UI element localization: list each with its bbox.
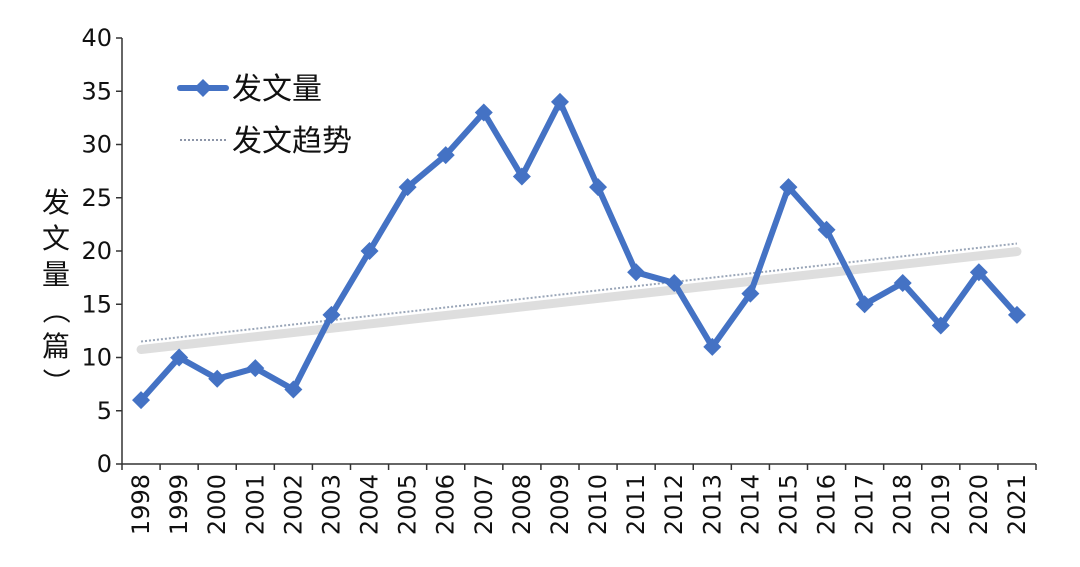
x-tick-label: 2012 [660,474,688,535]
main-series [132,92,1026,410]
legend-item-trend: 发文趋势 [180,124,352,159]
y-tick-label: 20 [81,237,112,265]
y-tick-label: 30 [81,131,112,159]
data-point-diamond [665,273,684,292]
y-tick-label: 25 [81,184,112,212]
x-tick-label: 2018 [889,474,917,535]
x-tick-label: 2014 [736,474,764,535]
x-ticks: 1998 1999 2000 2001 2002 2003 2004 2005 2006 2007… [121,464,1037,535]
x-tick-label: 2003 [317,474,345,535]
x-tick-label: 2007 [470,474,498,535]
y-ticks: 0 5 10 15 20 25 30 35 40 [81,24,122,478]
y-tick-label: 40 [81,24,112,52]
x-tick-label: 2013 [698,474,726,535]
x-tick-label: 2009 [546,474,574,535]
data-point-diamond [246,359,265,378]
x-tick-label: 2006 [432,474,460,535]
x-tick-label: 1999 [165,474,193,535]
data-point-diamond [208,369,227,388]
data-point-diamond [931,316,950,335]
data-point-diamond [1007,305,1026,324]
data-point-diamond [360,242,379,260]
x-tick-label: 2015 [774,474,802,535]
data-point-diamond [512,167,531,186]
data-point-diamond [398,178,417,197]
legend-item-main: 发文量 [177,72,322,107]
data-point-diamond [893,273,912,292]
data-point-diamond [627,263,646,282]
x-tick-label: 2020 [965,474,993,535]
y-tick-label: 35 [81,77,112,105]
legend-main-diamond-marker [194,79,212,97]
x-tick-label: 2001 [241,474,269,535]
data-point-diamond [779,178,798,197]
series-line [138,98,1020,404]
trend-line [140,242,1018,343]
x-tick-label: 2016 [813,474,841,535]
x-tick-label: 2004 [356,474,384,535]
legend: 发文量 发文趋势 [177,72,352,159]
y-axis-label-char: ） [39,368,72,396]
y-axis-label-char: 发 [42,186,70,219]
legend-main-label: 发文量 [232,72,322,107]
data-point-diamond [284,380,303,399]
trend-shadow-band [136,247,1022,355]
data-point-diamond [817,220,836,239]
y-tick-label: 15 [81,290,112,318]
trend-series [136,242,1022,355]
data-point-diamond [855,295,874,314]
data-point-diamond [322,305,341,324]
y-tick-label: 5 [97,397,112,425]
y-axis-label-char: 文 [42,222,70,255]
data-point-diamond [170,348,189,367]
x-tick-label: 2019 [927,474,955,535]
data-point-diamond [474,103,493,122]
y-tick-label: 0 [97,450,112,478]
x-tick-label: 2005 [394,474,422,535]
data-point-diamond [436,146,455,165]
x-tick-label: 2011 [622,474,650,535]
data-point-diamond [550,92,569,111]
x-tick-label: 2021 [1003,474,1031,535]
x-tick-label: 2002 [279,474,307,535]
legend-trend-label: 发文趋势 [232,124,352,159]
y-axis-label: 发文量 （ 篇 ） [39,186,72,396]
y-axis-label-char: 篇 [42,330,70,363]
data-point-diamond [132,391,151,410]
data-point-diamond [741,284,760,303]
x-tick-label: 1998 [127,474,155,535]
y-axis-label-char: 量 [42,258,70,291]
x-tick-label: 2017 [851,474,879,535]
x-tick-label: 2010 [584,474,612,535]
data-point-diamond [703,337,722,356]
data-point-diamond [969,263,988,282]
data-point-diamond [589,178,608,197]
y-axis-label-char: （ [39,296,72,324]
x-tick-label: 2008 [508,474,536,535]
y-tick-label: 10 [81,344,112,372]
x-tick-label: 2000 [203,474,231,535]
